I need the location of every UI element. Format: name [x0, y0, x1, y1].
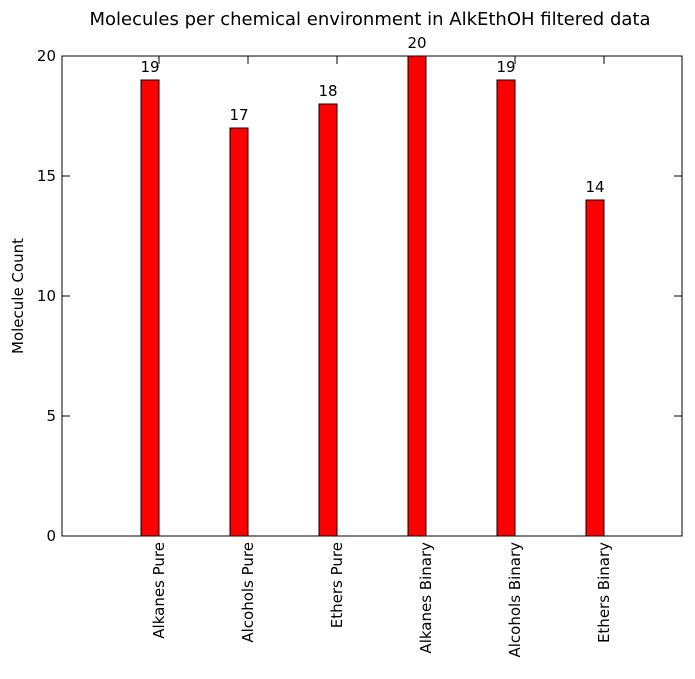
chart-title: Molecules per chemical environment in Al… [89, 9, 650, 30]
bar-value-label: 20 [407, 34, 426, 52]
y-tick-label: 10 [37, 287, 56, 305]
bar-value-label: 14 [585, 178, 604, 196]
bar [496, 79, 516, 537]
bar-value-label: 19 [496, 58, 515, 76]
bar [318, 103, 338, 537]
x-tick-label: Ethers Binary [595, 542, 613, 643]
x-tick-label: Alcohols Binary [506, 542, 524, 658]
x-axis-ticks: Alkanes Pure Alcohols Pure Ethers Pure Alka… [150, 56, 613, 658]
bar-value-label: 18 [318, 82, 337, 100]
y-tick-label: 20 [37, 47, 56, 65]
bar [585, 199, 605, 537]
y-tick-label: 15 [37, 167, 56, 185]
x-tick-label: Alkanes Pure [150, 542, 168, 639]
bar-series [140, 55, 605, 537]
data-labels: 19 17 18 20 19 14 [140, 34, 604, 196]
y-tick-label: 5 [46, 407, 56, 425]
bar [140, 79, 160, 537]
bar-value-label: 19 [140, 58, 159, 76]
y-axis-ticks: 0 5 10 15 20 [37, 47, 682, 545]
y-axis-label: Molecule Count [9, 238, 27, 354]
y-tick-label: 0 [46, 527, 56, 545]
x-tick-label: Alkanes Binary [417, 542, 435, 654]
bar [407, 55, 427, 537]
bar [229, 127, 249, 537]
bar-value-label: 17 [229, 106, 248, 124]
x-tick-label: Ethers Pure [328, 542, 346, 628]
plot-frame [61, 55, 683, 537]
x-tick-label: Alcohols Pure [239, 542, 257, 643]
